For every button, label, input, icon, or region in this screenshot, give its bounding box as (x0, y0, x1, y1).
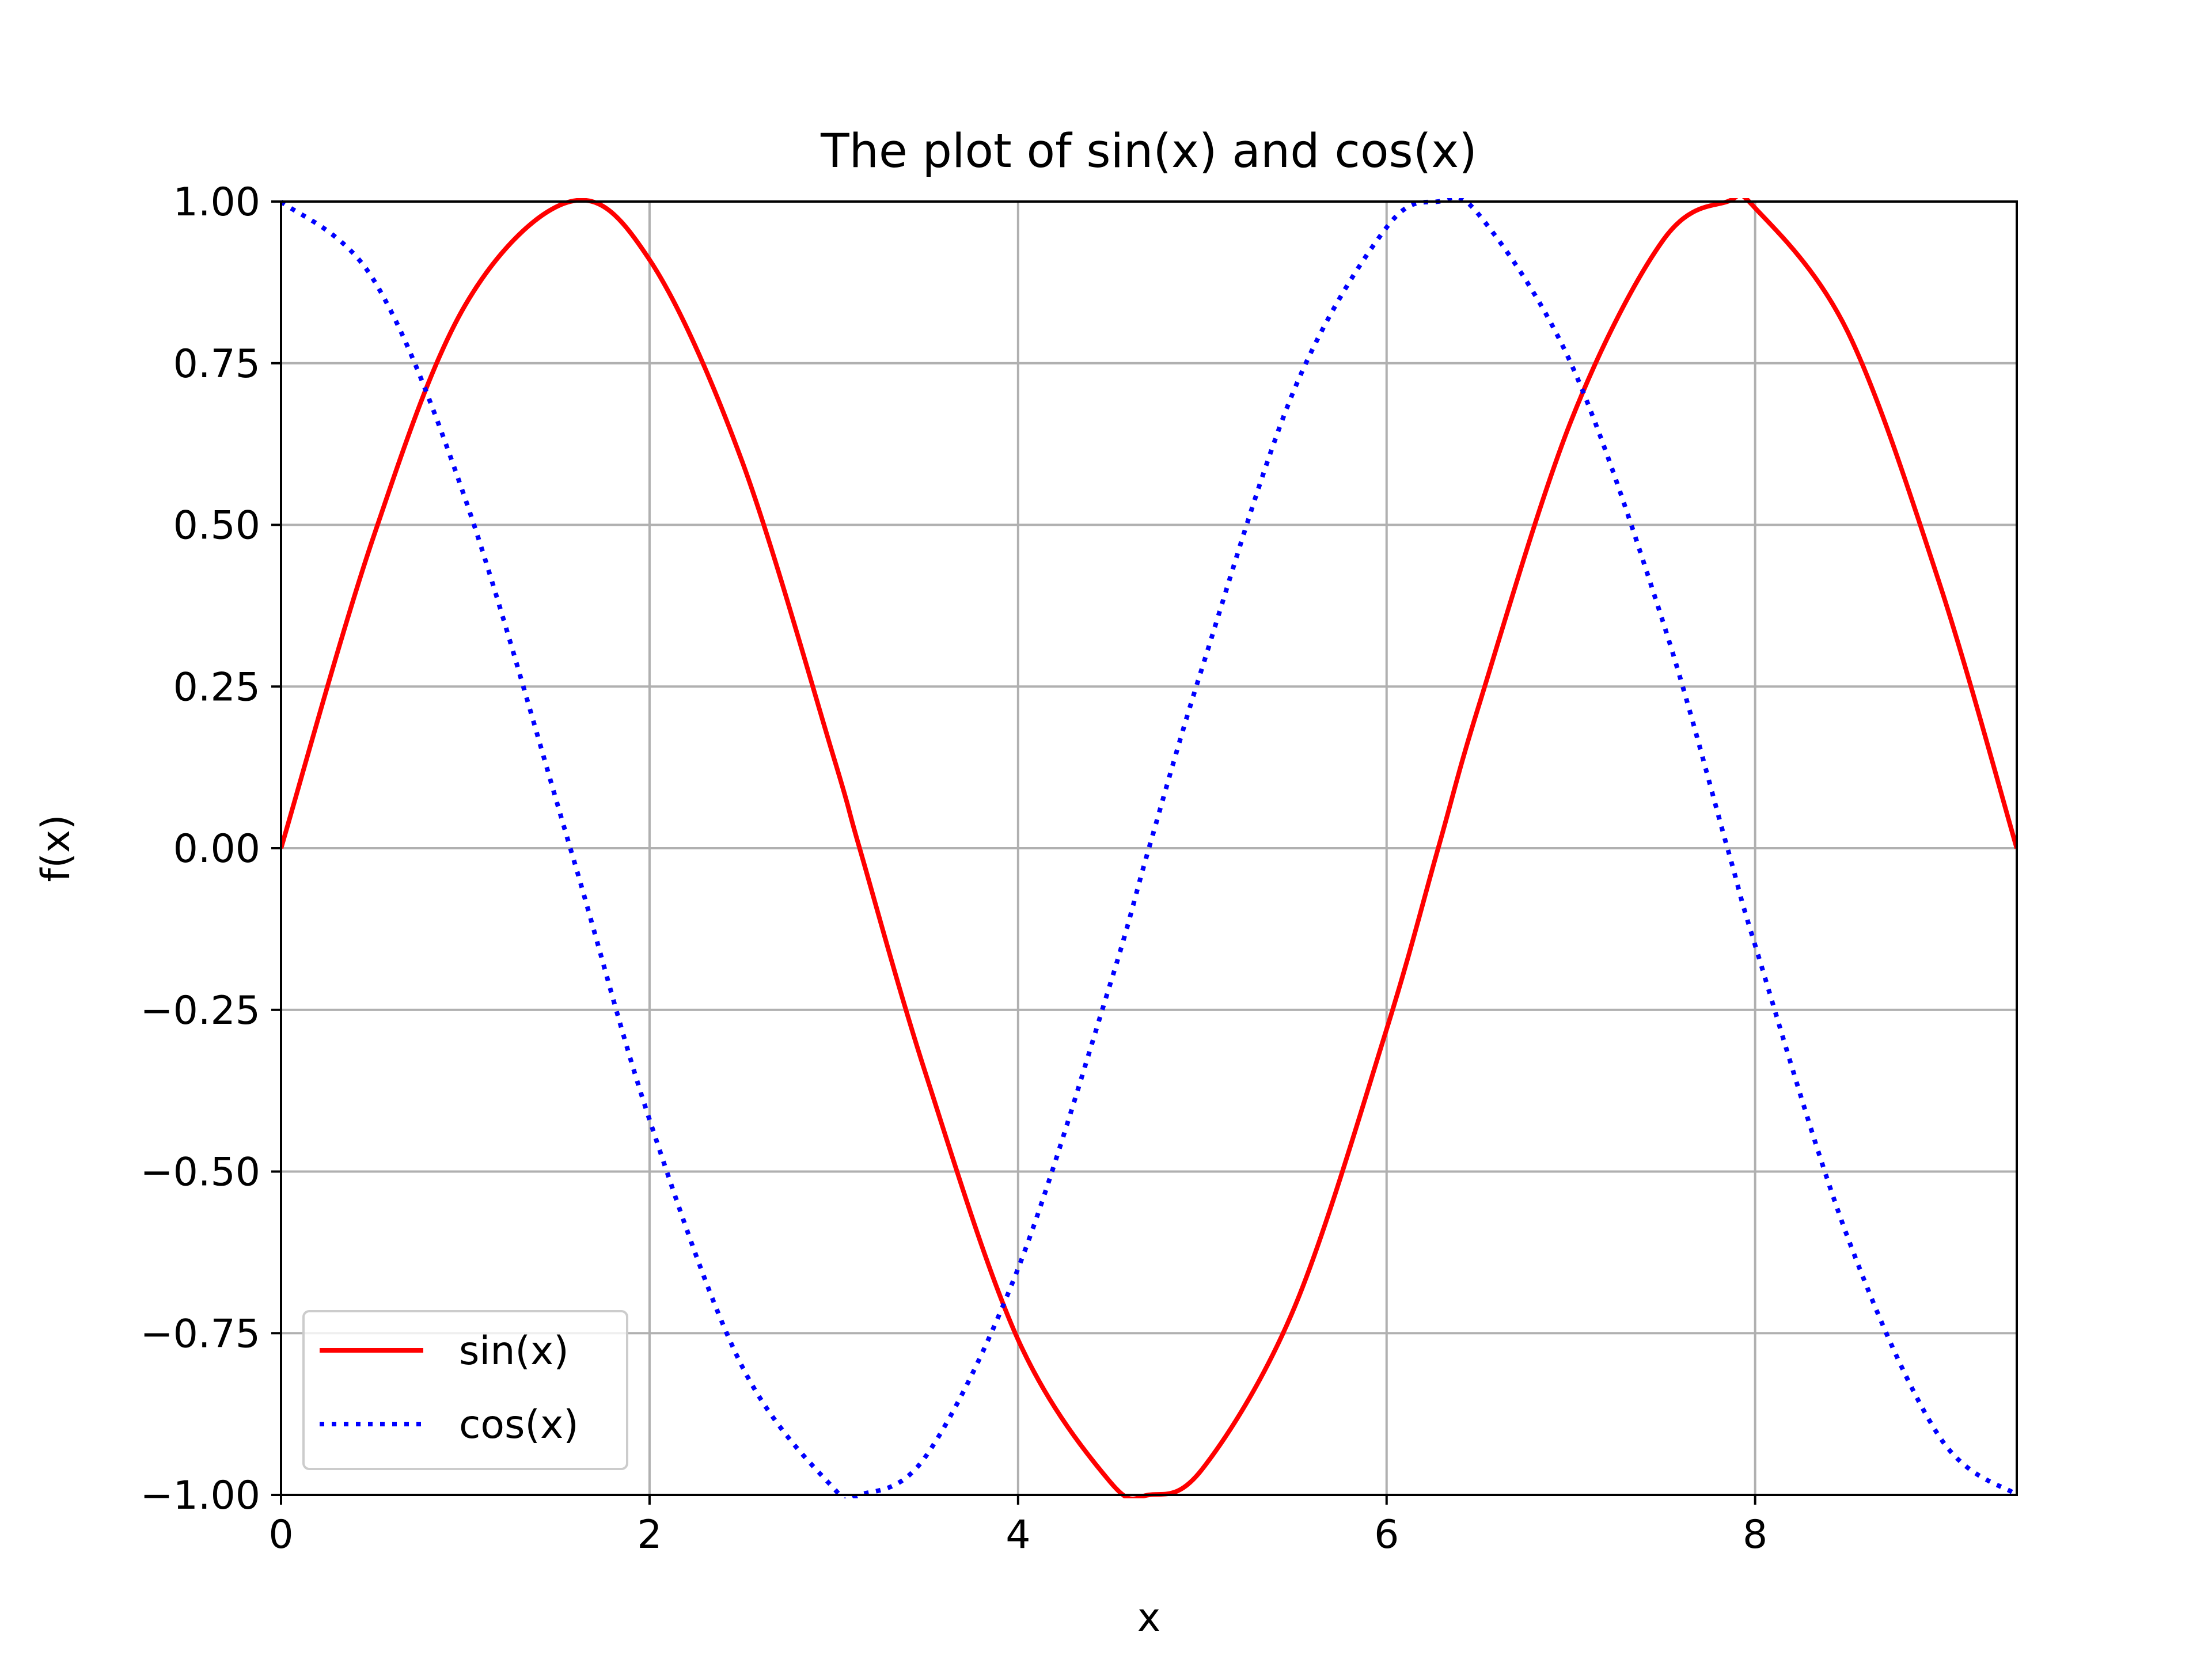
y-tick-label: 1.00 (173, 180, 260, 225)
legend-label: sin(x) (459, 1328, 569, 1374)
ticks: 0 2 4 6 8 −1.00 −0.75 −0.50 −0.25 0.00 0.25 0.50 0.7… (141, 180, 1768, 1558)
y-tick-label: −0.75 (141, 1311, 260, 1357)
y-tick-label: 0.50 (173, 503, 260, 549)
series-line-cos-x (281, 198, 2017, 1498)
x-tick-label: 2 (637, 1512, 662, 1558)
y-tick-label: 0.25 (173, 665, 260, 710)
x-tick-label: 6 (1374, 1512, 1399, 1558)
y-tick-label: 0.00 (173, 826, 260, 872)
x-tick-label: 8 (1743, 1512, 1767, 1558)
legend: sin(x) cos(x) (302, 1310, 628, 1470)
x-axis-label: x (1137, 1595, 1160, 1641)
y-tick-label: −1.00 (141, 1473, 260, 1518)
y-tick-label: −0.50 (141, 1150, 260, 1195)
y-tick-label: −0.25 (141, 988, 260, 1034)
legend-label: cos(x) (459, 1402, 579, 1448)
chart-title: The plot of sin(x) and cos(x) (820, 124, 1477, 179)
x-tick-label: 4 (1006, 1512, 1030, 1558)
x-tick-label: 0 (268, 1512, 293, 1558)
y-axis-label: f(x) (33, 814, 79, 882)
y-tick-label: 0.75 (173, 341, 260, 387)
